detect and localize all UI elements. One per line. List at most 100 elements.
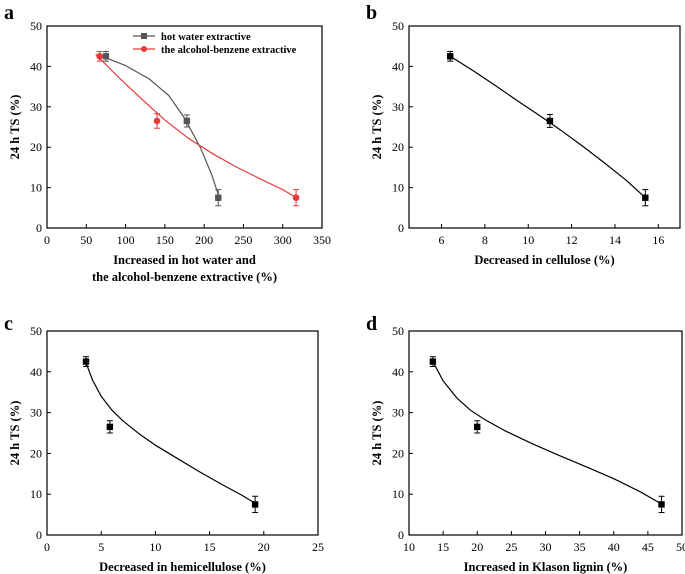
series xyxy=(446,50,649,207)
panel-a: a 0 50 100 150 200 250 300 350 0 10 20 30 40 50 Increas… xyxy=(4,2,331,284)
y-tick-label: 50 xyxy=(30,324,42,338)
x-axis-title: Increased in Klason lignin (%) xyxy=(464,560,628,574)
x-axis-title: Decreased in hemicellulose (%) xyxy=(99,560,266,574)
x-tick-label: 150 xyxy=(156,233,174,247)
y-tick-label: 10 xyxy=(392,181,404,195)
x-tick-label: 6 xyxy=(439,233,445,247)
x-tick-label: 25 xyxy=(312,540,324,554)
data-point xyxy=(292,194,300,201)
x-tick-label: 5 xyxy=(98,540,104,554)
x-axis-title: the alcohol-benzene extractive (%) xyxy=(92,270,277,284)
data-point xyxy=(215,194,222,201)
y-axis-title: 24 h TS (%) xyxy=(370,401,384,466)
panel-letter: c xyxy=(4,313,13,335)
data-point xyxy=(251,501,259,508)
x-tick-label: 300 xyxy=(274,233,292,247)
x-tick-label: 20 xyxy=(471,540,483,554)
data-point xyxy=(153,117,161,125)
data-point xyxy=(96,53,103,60)
data-point xyxy=(474,423,481,431)
legend-marker xyxy=(141,46,147,52)
y-tick-label: 40 xyxy=(30,59,42,73)
panel-letter: d xyxy=(366,313,377,335)
y-tick-label: 20 xyxy=(392,446,404,460)
x-tick-label: 200 xyxy=(195,233,213,247)
x-tick-label: 40 xyxy=(608,540,620,554)
y-tick-label: 10 xyxy=(30,181,42,195)
fit-curve xyxy=(85,362,256,504)
x-tick-label: 15 xyxy=(204,540,216,554)
plot-frame xyxy=(408,330,683,536)
data-point xyxy=(546,117,554,125)
legend-label: hot water extractive xyxy=(161,32,251,43)
x-tick-label: 15 xyxy=(437,540,449,554)
x-tick-label: 0 xyxy=(44,540,50,554)
x-tick-label: 250 xyxy=(234,233,252,247)
x-tick-label: 350 xyxy=(313,233,331,247)
y-tick-label: 30 xyxy=(30,100,42,114)
x-axis-title: Increased in hot water and xyxy=(113,253,256,267)
x-tick-label: 10 xyxy=(149,540,161,554)
data-point xyxy=(658,501,665,508)
data-point xyxy=(106,423,114,431)
x-tick-label: 14 xyxy=(609,233,621,247)
x-tick-label: 35 xyxy=(574,540,586,554)
y-axis-title: 24 h TS (%) xyxy=(8,95,22,160)
y-axis-title: 24 h TS (%) xyxy=(370,95,384,160)
data-point xyxy=(183,117,191,125)
data-point xyxy=(642,194,649,201)
y-tick-label: 20 xyxy=(30,140,42,154)
x-tick-label: 12 xyxy=(566,233,578,247)
y-tick-label: 0 xyxy=(398,528,404,542)
panel-c: c 0 5 10 15 20 25 0 10 20 30 40 50 Decreased in hemic… xyxy=(4,313,324,574)
x-tick-label: 8 xyxy=(482,233,488,247)
fit-curve xyxy=(95,53,299,200)
x-tick-label: 45 xyxy=(642,540,654,554)
data-point xyxy=(82,358,90,365)
x-tick-label: 30 xyxy=(540,540,552,554)
y-tick-label: 20 xyxy=(392,140,404,154)
x-axis-title: Decreased in cellulose (%) xyxy=(474,253,614,267)
x-tick-label: 10 xyxy=(522,233,534,247)
y-tick-label: 10 xyxy=(392,487,404,501)
plot-frame xyxy=(46,25,323,229)
y-tick-label: 30 xyxy=(392,406,404,420)
y-tick-label: 40 xyxy=(392,365,404,379)
x-tick-label: 0 xyxy=(44,233,50,247)
x-tick-label: 16 xyxy=(652,233,664,247)
data-point xyxy=(102,53,110,60)
y-tick-label: 10 xyxy=(30,487,42,501)
x-tick-label: 100 xyxy=(117,233,135,247)
series xyxy=(101,50,222,207)
y-tick-label: 50 xyxy=(392,324,404,338)
x-tick-label: 20 xyxy=(258,540,270,554)
data-point xyxy=(429,358,437,365)
legend-label: the alcohol-benzene extractive xyxy=(161,45,297,56)
legend-marker xyxy=(141,33,147,39)
y-tick-label: 0 xyxy=(36,221,42,235)
x-tick-label: 25 xyxy=(505,540,517,554)
series xyxy=(95,50,300,207)
panel-letter: a xyxy=(4,2,14,24)
panel-letter: b xyxy=(366,2,377,24)
x-tick-label: 50 xyxy=(676,540,685,554)
y-tick-label: 50 xyxy=(392,19,404,33)
y-tick-label: 0 xyxy=(36,528,42,542)
y-tick-label: 50 xyxy=(30,19,42,33)
y-tick-label: 30 xyxy=(392,100,404,114)
plot-frame xyxy=(46,330,319,536)
y-tick-label: 40 xyxy=(392,59,404,73)
plot-frame xyxy=(408,25,681,229)
y-tick-label: 20 xyxy=(30,446,42,460)
y-tick-label: 40 xyxy=(30,365,42,379)
y-tick-label: 0 xyxy=(398,221,404,235)
y-tick-label: 30 xyxy=(30,406,42,420)
panel-b: b 6 8 10 12 14 16 0 10 20 30 40 50 Decreased in cellu… xyxy=(366,2,681,267)
data-point xyxy=(446,53,454,60)
series xyxy=(429,356,665,514)
y-axis-title: 24 h TS (%) xyxy=(8,401,22,466)
panel-d: d10 15 20 25 30 35 40 45 5001020304050Increased … xyxy=(366,313,685,574)
x-tick-label: 50 xyxy=(80,233,92,247)
x-tick-label: 10 xyxy=(403,540,415,554)
